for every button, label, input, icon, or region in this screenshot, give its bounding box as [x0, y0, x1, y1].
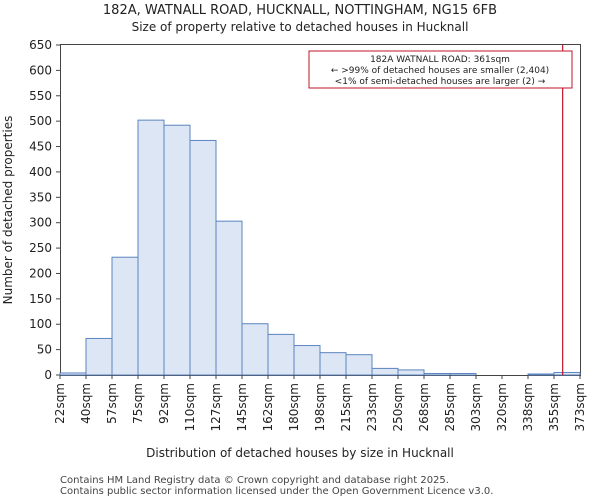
x-tick-label: 92sqm [157, 383, 171, 424]
x-tick-label: 338sqm [521, 383, 535, 431]
y-tick-label: 450 [29, 140, 52, 154]
histogram-bar [423, 372, 451, 376]
x-tick-label: 355sqm [547, 383, 561, 431]
chart-title: 182A, WATNALL ROAD, HUCKNALL, NOTTINGHAM… [103, 3, 497, 18]
histogram-bar [111, 256, 139, 376]
annotation-line-2: ← >99% of detached houses are smaller (2… [331, 66, 549, 76]
histogram-bar [137, 119, 165, 376]
x-tick-label: 373sqm [573, 383, 587, 431]
annotation-line-3: <1% of semi-detached houses are larger (… [335, 77, 546, 87]
y-tick-label: 550 [29, 89, 52, 103]
histogram-bar [163, 124, 191, 376]
y-tick-label: 500 [29, 114, 52, 128]
histogram-bar [189, 139, 217, 376]
annotation-line-1: 182A WATNALL ROAD: 361sqm [370, 55, 510, 65]
histogram-bar [371, 367, 399, 376]
y-axis-label: Number of detached properties [1, 116, 15, 305]
histogram-bar [267, 333, 295, 376]
annotation-box: 182A WATNALL ROAD: 361sqm ← >99% of deta… [308, 50, 573, 89]
annotation-box-frame [308, 50, 573, 89]
x-tick-label: 145sqm [235, 383, 249, 431]
x-tick-label: 22sqm [53, 383, 67, 424]
histogram-bar [85, 337, 113, 376]
y-tick-label: 300 [29, 216, 52, 230]
y-tick-label: 600 [29, 63, 52, 77]
x-tick-label: 268sqm [417, 383, 431, 431]
x-tick-label: 285sqm [443, 383, 457, 431]
y-tick-label: 0 [44, 368, 52, 382]
footer-line-2: Contains public sector information licen… [60, 486, 493, 497]
x-tick-label: 303sqm [469, 383, 483, 431]
histogram-bar [241, 323, 269, 376]
histogram-bar [215, 220, 243, 376]
x-tick-label: 110sqm [183, 383, 197, 431]
y-tick-label: 250 [29, 241, 52, 255]
y-tick-label: 150 [29, 292, 52, 306]
histogram-bar [293, 345, 321, 376]
x-tick-label: 198sqm [313, 383, 327, 431]
x-tick-label: 40sqm [79, 383, 93, 424]
y-tick-label: 650 [29, 38, 52, 52]
x-axis-label: Distribution of detached houses by size … [146, 446, 454, 460]
y-axis-ticks: 0 50 100 150 200 250 300 350 400 450 500 550 600 650 [29, 38, 60, 382]
x-tick-label: 127sqm [209, 383, 223, 431]
footer-line-1: Contains HM Land Registry data © Crown c… [60, 475, 449, 486]
histogram-bar [449, 372, 477, 376]
x-tick-label: 180sqm [287, 383, 301, 431]
histogram-bars [59, 119, 581, 376]
x-tick-label: 162sqm [261, 383, 275, 431]
y-tick-label: 50 [37, 343, 52, 357]
histogram-bar [553, 371, 581, 376]
chart-subtitle: Size of property relative to detached ho… [132, 20, 469, 34]
histogram-bar [59, 372, 87, 376]
histogram-bar [397, 369, 425, 376]
x-tick-label: 250sqm [391, 383, 405, 431]
x-tick-label: 75sqm [131, 383, 145, 424]
y-tick-label: 100 [29, 317, 52, 331]
x-axis-ticks: 22sqm 40sqm 57sqm 75sqm 92sqm 110sqm 127sqm 145… [53, 375, 587, 431]
y-tick-label: 200 [29, 266, 52, 280]
x-tick-label: 57sqm [105, 383, 119, 424]
x-tick-label: 215sqm [339, 383, 353, 431]
y-tick-label: 350 [29, 190, 52, 204]
histogram-bar [527, 373, 555, 376]
x-tick-label: 233sqm [365, 383, 379, 431]
y-tick-label: 400 [29, 165, 52, 179]
histogram-bar [345, 354, 373, 376]
x-tick-label: 320sqm [495, 383, 509, 431]
histogram-bar [319, 352, 347, 376]
